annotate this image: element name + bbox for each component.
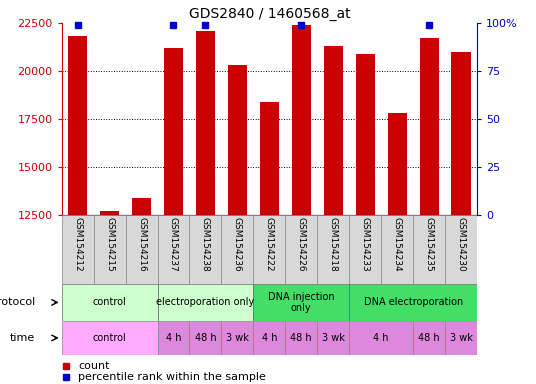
Text: control: control bbox=[93, 333, 126, 343]
Text: GSM154216: GSM154216 bbox=[137, 217, 146, 272]
Bar bbox=[413, 215, 445, 284]
Bar bbox=[445, 321, 477, 355]
Text: 3 wk: 3 wk bbox=[226, 333, 249, 343]
Bar bbox=[100, 211, 119, 215]
Title: GDS2840 / 1460568_at: GDS2840 / 1460568_at bbox=[189, 7, 350, 21]
Bar bbox=[164, 48, 183, 215]
Bar bbox=[254, 321, 285, 355]
Bar bbox=[260, 102, 279, 215]
Text: GSM154237: GSM154237 bbox=[169, 217, 178, 272]
Bar bbox=[324, 46, 343, 215]
Text: 4 h: 4 h bbox=[262, 333, 277, 343]
Text: 48 h: 48 h bbox=[195, 333, 216, 343]
Bar bbox=[254, 215, 285, 284]
Text: time: time bbox=[10, 333, 35, 343]
Text: control: control bbox=[93, 297, 126, 308]
Text: 48 h: 48 h bbox=[418, 333, 440, 343]
Bar bbox=[317, 215, 349, 284]
Bar bbox=[189, 215, 221, 284]
Bar bbox=[349, 284, 477, 321]
Bar bbox=[62, 321, 158, 355]
Text: count: count bbox=[78, 361, 110, 371]
Text: GSM154226: GSM154226 bbox=[297, 217, 306, 272]
Bar bbox=[349, 321, 413, 355]
Text: GSM154222: GSM154222 bbox=[265, 217, 274, 271]
Bar bbox=[221, 321, 254, 355]
Bar bbox=[158, 215, 189, 284]
Bar bbox=[349, 215, 381, 284]
Bar bbox=[317, 321, 349, 355]
Bar bbox=[125, 215, 158, 284]
Text: GSM154238: GSM154238 bbox=[201, 217, 210, 272]
Text: GSM154233: GSM154233 bbox=[361, 217, 370, 272]
Text: 3 wk: 3 wk bbox=[450, 333, 473, 343]
Bar bbox=[285, 215, 317, 284]
Bar bbox=[196, 31, 215, 215]
Text: GSM154212: GSM154212 bbox=[73, 217, 82, 272]
Bar bbox=[158, 321, 189, 355]
Text: GSM154218: GSM154218 bbox=[329, 217, 338, 272]
Bar bbox=[388, 113, 407, 215]
Bar bbox=[285, 321, 317, 355]
Bar bbox=[189, 321, 221, 355]
Bar bbox=[62, 284, 158, 321]
Bar bbox=[94, 215, 125, 284]
Text: electroporation only: electroporation only bbox=[157, 297, 255, 308]
Text: 4 h: 4 h bbox=[374, 333, 389, 343]
Bar bbox=[221, 215, 254, 284]
Text: 48 h: 48 h bbox=[291, 333, 312, 343]
Text: percentile rank within the sample: percentile rank within the sample bbox=[78, 372, 266, 382]
Bar bbox=[445, 215, 477, 284]
Bar bbox=[355, 54, 375, 215]
Text: GSM154215: GSM154215 bbox=[105, 217, 114, 272]
Text: protocol: protocol bbox=[0, 297, 35, 308]
Bar bbox=[381, 215, 413, 284]
Bar bbox=[451, 52, 471, 215]
Bar bbox=[420, 38, 438, 215]
Bar bbox=[68, 36, 87, 215]
Text: 4 h: 4 h bbox=[166, 333, 181, 343]
Bar bbox=[132, 198, 151, 215]
Text: GSM154236: GSM154236 bbox=[233, 217, 242, 272]
Bar bbox=[158, 284, 254, 321]
Text: 3 wk: 3 wk bbox=[322, 333, 345, 343]
Bar bbox=[254, 284, 349, 321]
Text: DNA injection
only: DNA injection only bbox=[268, 291, 334, 313]
Text: GSM154230: GSM154230 bbox=[457, 217, 466, 272]
Text: GSM154235: GSM154235 bbox=[425, 217, 434, 272]
Bar bbox=[413, 321, 445, 355]
Text: GSM154234: GSM154234 bbox=[393, 217, 401, 272]
Bar bbox=[292, 25, 311, 215]
Bar bbox=[62, 215, 94, 284]
Bar bbox=[228, 65, 247, 215]
Text: DNA electroporation: DNA electroporation bbox=[363, 297, 463, 308]
